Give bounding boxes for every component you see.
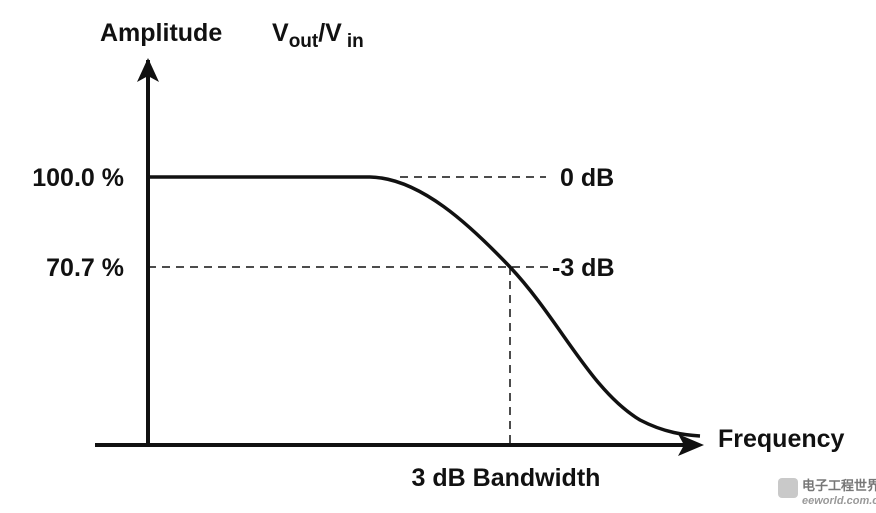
bandwidth-label: 3 dB Bandwidth	[412, 464, 601, 492]
x-label: Frequency	[718, 425, 845, 453]
level-label: 100.0 %	[32, 164, 124, 192]
db-label: 0 dB	[560, 164, 614, 192]
ratio-out: out	[289, 31, 319, 52]
response-curve	[148, 175, 701, 438]
watermark-name: 电子工程世界	[802, 478, 876, 493]
watermark-site: eeworld.com.cn	[802, 495, 876, 507]
ratio-label: Vout/V in	[272, 19, 364, 52]
db-label: -3 dB	[552, 254, 615, 282]
y-label: Amplitude	[100, 19, 222, 47]
watermark-logo	[778, 478, 798, 498]
y-arrow	[137, 58, 159, 82]
ratio-v-in: /V	[318, 19, 342, 47]
ratio-in: in	[347, 31, 364, 52]
x-arrow	[678, 434, 704, 456]
ratio-v: V	[272, 19, 289, 47]
level-label: 70.7 %	[46, 254, 124, 282]
